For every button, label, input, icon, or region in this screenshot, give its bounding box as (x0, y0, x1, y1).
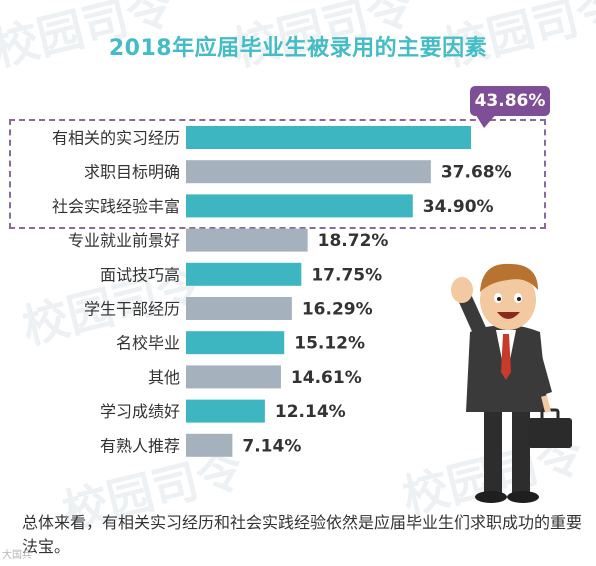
bar (186, 262, 302, 286)
category-label: 有相关的实习经历 (52, 129, 180, 148)
category-label: 专业就业前景好 (68, 231, 180, 250)
businessman-illustration (451, 263, 572, 503)
category-label: 学生干部经历 (84, 300, 180, 319)
bar (186, 297, 292, 320)
value-label: 7.14% (242, 436, 301, 456)
summary-text: 总体来看，有相关实习经历和社会实践经验依然是应届毕业生们求职成功的重要法宝。 (22, 513, 583, 556)
category-label: 其他 (148, 368, 180, 387)
category-label: 求职目标明确 (84, 163, 180, 182)
category-label: 有熟人推荐 (100, 436, 180, 455)
bar (186, 126, 471, 149)
category-label: 面试技巧高 (100, 265, 180, 284)
value-label: 17.75% (311, 265, 382, 285)
callout-tail (474, 112, 498, 128)
value-label: 12.14% (275, 402, 346, 422)
highlight-box (9, 119, 546, 229)
value-label: 34.90% (423, 197, 494, 217)
callout-value: 43.86% (474, 91, 546, 111)
category-label: 学习成绩好 (100, 402, 180, 421)
category-label: 社会实践经验丰富 (52, 197, 180, 216)
bar (186, 228, 308, 252)
bar (186, 365, 281, 389)
bar (186, 399, 265, 423)
value-label: 15.12% (294, 334, 365, 354)
value-label: 16.29% (302, 300, 373, 320)
bar (186, 160, 431, 184)
callout-bubble (470, 86, 550, 116)
value-label: 18.72% (318, 231, 389, 251)
value-label: 14.61% (291, 368, 362, 388)
category-label: 名校毕业 (116, 334, 180, 353)
bar (186, 331, 285, 355)
bar (186, 194, 413, 218)
value-label: 37.68% (441, 163, 512, 183)
bar (186, 433, 233, 457)
chart-title: 2018年应届毕业生被录用的主要因素 (108, 36, 488, 61)
corner-badge: 大国兵 (2, 550, 32, 561)
